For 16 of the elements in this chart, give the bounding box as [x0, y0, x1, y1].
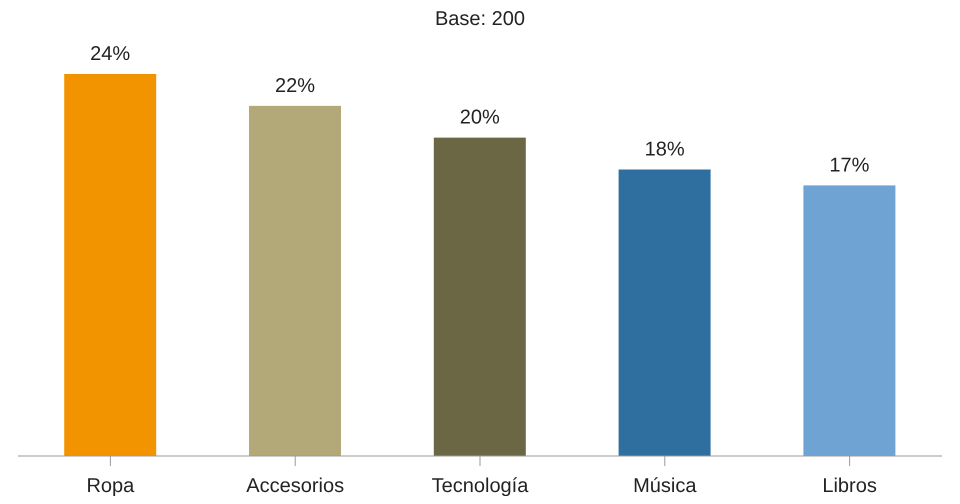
x-tick-label: Ropa: [86, 475, 136, 498]
data-label: 20%: [460, 106, 500, 129]
x-tick-label: Tecnología: [432, 475, 530, 498]
x-tick-label: Libros: [822, 475, 877, 498]
data-label: 18%: [644, 138, 685, 160]
bar: [249, 106, 341, 456]
data-label: 17%: [829, 154, 870, 176]
data-label: 24%: [90, 43, 130, 65]
x-tick-label: Accesorios: [246, 475, 344, 498]
chart-title: Base: 200: [434, 8, 526, 32]
data-label: 22%: [274, 74, 316, 97]
bar: [434, 138, 526, 456]
bar: [803, 185, 896, 456]
x-tick-label: Música: [633, 475, 698, 498]
bar: [64, 74, 156, 456]
bar: [618, 170, 711, 456]
